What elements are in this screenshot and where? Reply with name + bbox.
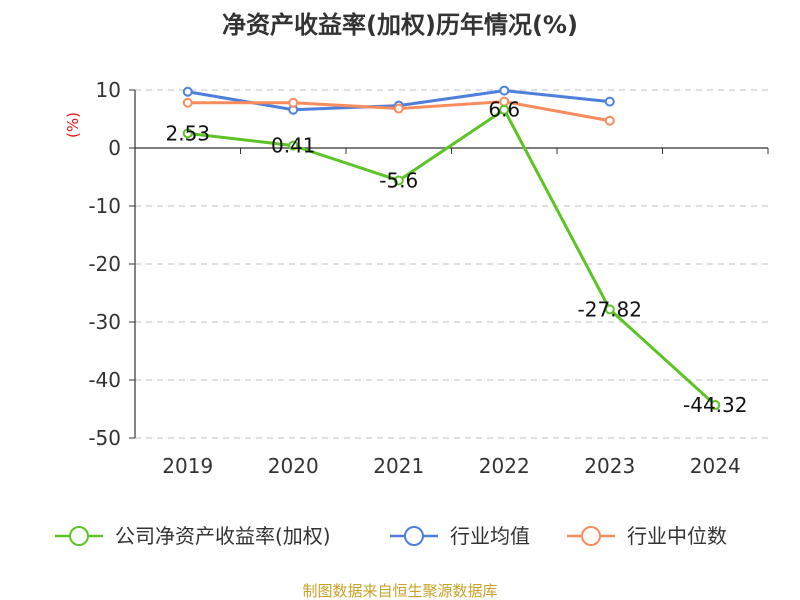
series-point [393,175,404,186]
x-tick-label: 2021 [373,454,424,478]
series-point [604,115,615,126]
legend-marker [404,526,424,546]
series-point [288,140,299,151]
series-point [499,85,510,96]
gridlines [135,89,768,439]
series-point [182,128,193,139]
series-point [288,97,299,108]
series-2 [182,96,615,126]
x-tick-label: 2020 [268,454,319,478]
data-label: 6.6 [488,98,520,122]
y-tick-label: 10 [96,78,121,102]
legend-marker [581,526,601,546]
series-lines [182,85,721,411]
x-tick-label: 2022 [479,454,530,478]
data-label: -5.6 [379,168,418,192]
series-point [710,400,721,411]
series-point [499,104,510,115]
y-tick-label: -20 [88,252,121,276]
legend-marker [69,526,89,546]
y-tick-label: 0 [108,136,121,160]
legend-item-0[interactable]: 公司净资产收益率(加权) [55,524,331,548]
x-tick-label: 2024 [690,454,741,478]
legend-item-1[interactable]: 行业均值 [390,524,530,548]
series-0 [182,104,721,411]
series-line [187,108,717,407]
x-tick-label: 2019 [162,454,213,478]
series-point [604,304,615,315]
chart-title: 净资产收益率(加权)历年情况(%) [222,11,578,39]
legend-label: 行业均值 [450,524,530,548]
series-point [393,103,404,114]
data-label: 2.53 [165,121,210,145]
legend-label: 行业中位数 [627,524,727,548]
y-tick-label: -50 [88,426,121,450]
data-label: -44.32 [683,393,747,417]
series-point [182,97,193,108]
data-labels: 2.53 0.41 -5.6 6.6 -27.82 -44.32 [165,98,747,417]
y-tick-label: -40 [88,368,121,392]
data-label: -27.82 [578,297,642,321]
y-axis-label: (%) [64,112,82,138]
data-label: 0.41 [271,134,316,158]
y-tick-label: -30 [88,310,121,334]
source-note: 制图数据来自恒生聚源数据库 [302,582,497,600]
legend-label: 公司净资产收益率(加权) [115,524,331,548]
legend-item-2[interactable]: 行业中位数 [567,524,727,548]
y-tick-label: -10 [88,194,121,218]
series-point [182,86,193,97]
x-tick-label: 2023 [584,454,635,478]
axes: 10 0 -10 -20 -30 -40 -50 2019 2020 2021 2022 2023 20… [88,78,769,478]
legend[interactable]: 公司净资产收益率(加权) 行业均值 行业中位数 [55,524,727,548]
series-point [604,96,615,107]
